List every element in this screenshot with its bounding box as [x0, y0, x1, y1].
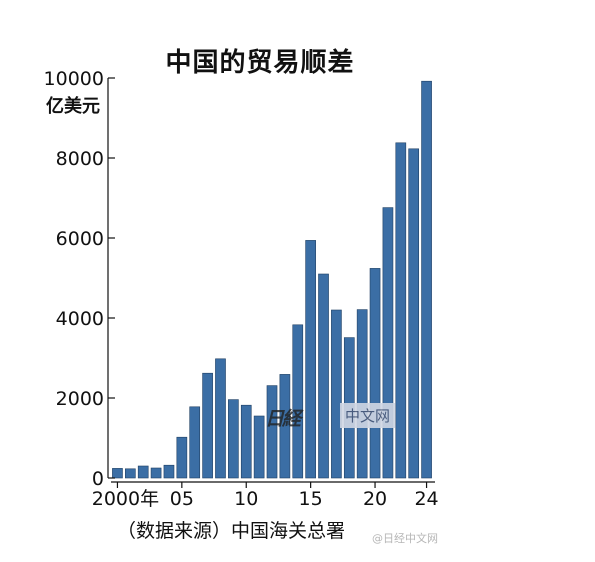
bar-2001 [125, 468, 136, 479]
y-tick-label: 6000 [56, 228, 104, 250]
y-axis: 0 2000 4000 6000 8000 10000 [44, 68, 115, 490]
bar-2013 [279, 374, 291, 479]
bar-2006 [189, 406, 201, 479]
x-tick-label: 20 [363, 488, 387, 510]
y-axis-unit-label: 亿美元 [46, 96, 100, 117]
bar-2012 [266, 385, 278, 479]
y-tick-label: 2000 [56, 388, 104, 410]
y-tick-label: 10000 [44, 68, 104, 90]
watermark-logo: 日経 [265, 408, 301, 430]
bar-2024 [421, 80, 432, 479]
bar-2017 [331, 309, 342, 479]
bar-2005 [176, 436, 188, 479]
bar-2000 [112, 468, 123, 479]
bar-2009 [228, 399, 239, 479]
bar-2022 [395, 142, 407, 479]
chart-title: 中国的贸易顺差 [165, 48, 355, 78]
bar-2015 [305, 240, 316, 479]
bar-2002 [137, 465, 149, 479]
x-tick-label: 15 [299, 488, 323, 510]
bar-2021 [382, 207, 394, 479]
y-tick-label: 4000 [56, 308, 104, 330]
bar-2003 [150, 467, 162, 479]
bar-2008 [215, 358, 226, 479]
corner-watermark: @日经中文网 [372, 532, 438, 545]
bar-2010 [240, 404, 252, 479]
x-tick-label: 24 [414, 488, 438, 510]
watermark-text: 中文网 [340, 403, 396, 428]
bar-2019 [356, 309, 368, 479]
y-tick-label: 0 [92, 468, 104, 490]
data-source-note: （数据来源）中国海关总署 [117, 520, 346, 542]
bar-2014 [292, 324, 304, 479]
bar-2020 [369, 268, 381, 479]
x-tick-label: 05 [170, 488, 194, 510]
x-axis: 2000年 05 10 15 20 24 [92, 481, 439, 510]
x-tick-label: 2000年 [92, 488, 159, 510]
bar-2011 [253, 415, 265, 479]
bar-2007 [202, 372, 213, 479]
bar-2016 [318, 273, 329, 479]
bar-2023 [408, 148, 420, 479]
y-tick-label: 8000 [56, 148, 104, 170]
bar-2004 [163, 464, 175, 479]
x-tick-label: 10 [234, 488, 258, 510]
